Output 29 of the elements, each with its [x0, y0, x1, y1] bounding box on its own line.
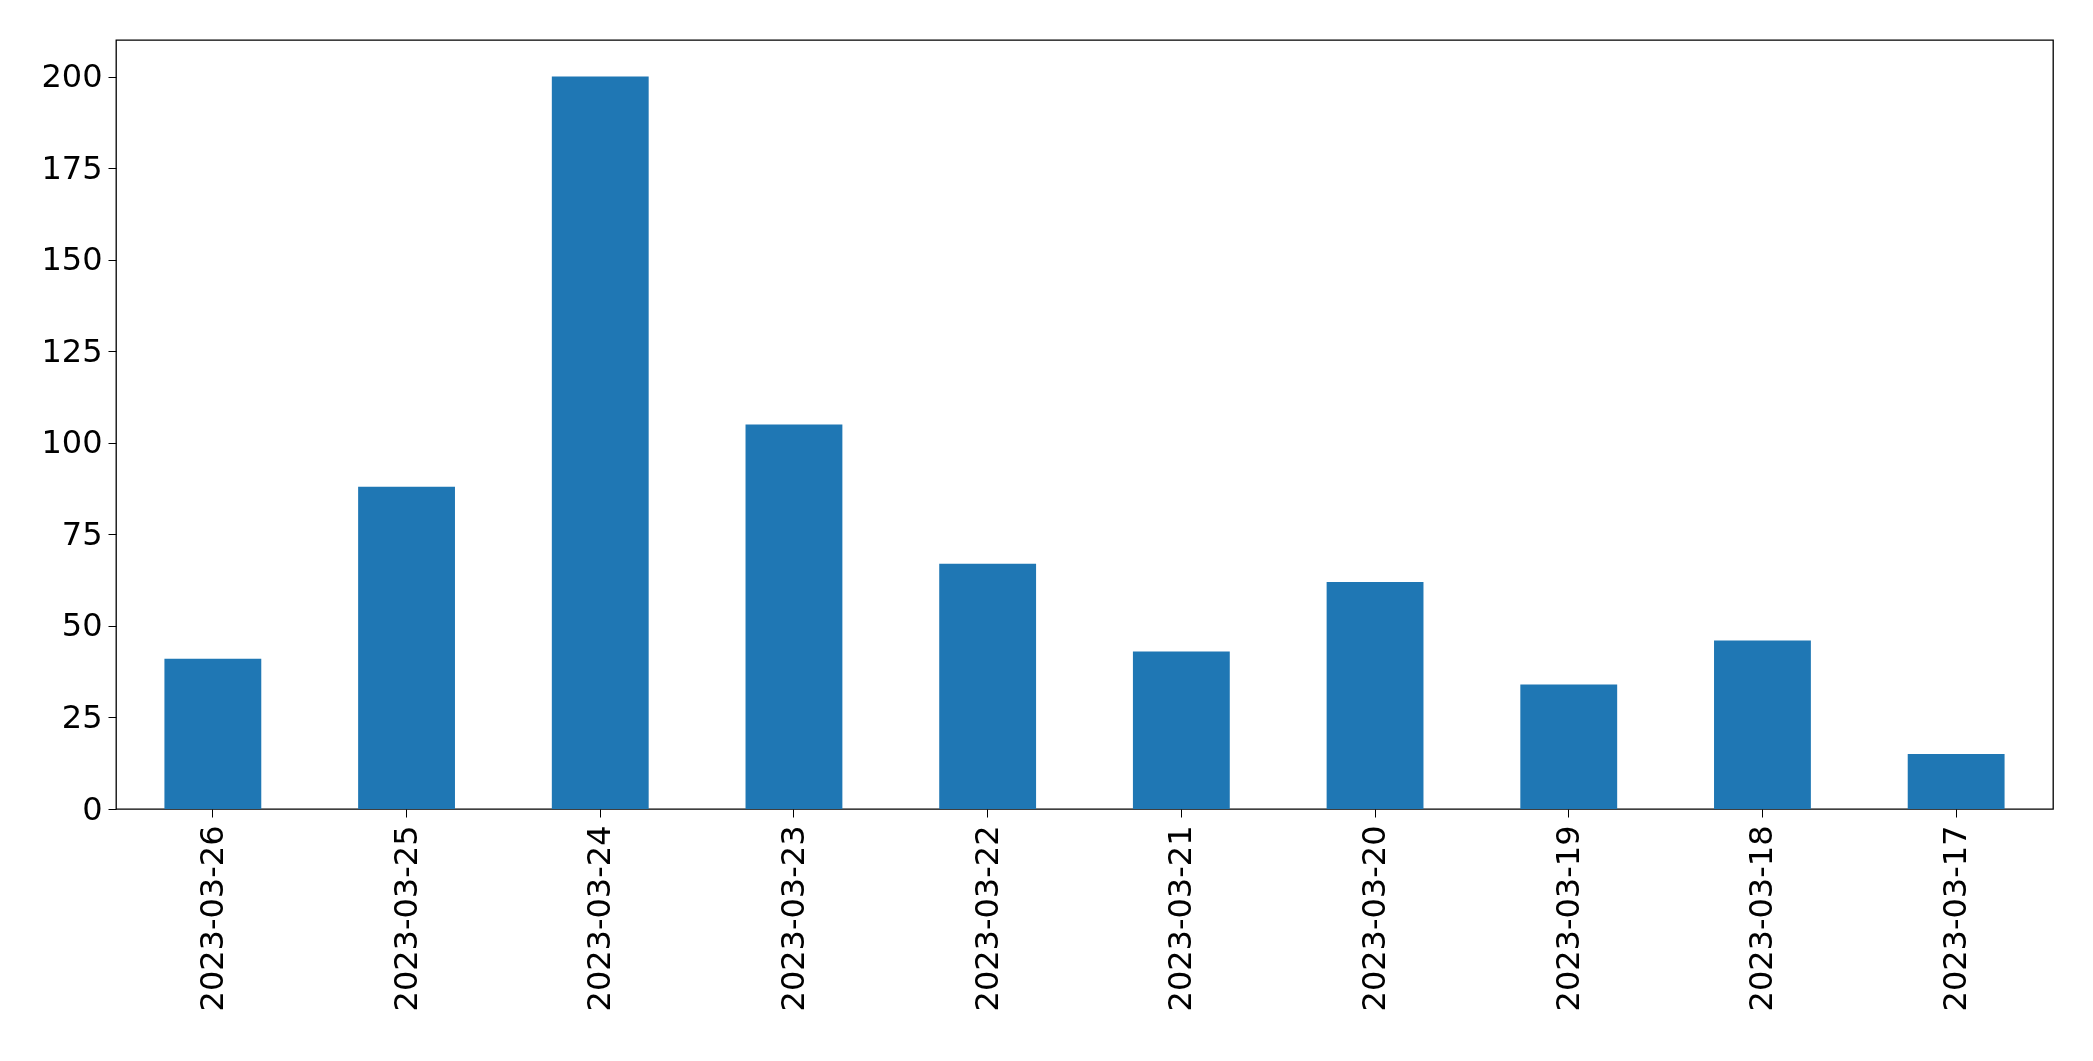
x-tick-label: 2023-03-23: [773, 825, 812, 1012]
bar: [358, 486, 455, 809]
y-tick-label: 0: [82, 789, 103, 828]
x-tick-label: 2023-03-25: [386, 825, 425, 1012]
bar: [939, 563, 1037, 809]
y-tick-label: 100: [41, 423, 103, 462]
x-tick-label: 2023-03-20: [1355, 825, 1394, 1012]
bar: [1907, 754, 2005, 809]
x-tick-label: 2023-03-26: [192, 825, 231, 1012]
y-tick-label: 125: [41, 331, 103, 370]
x-tick-label: 2023-03-18: [1742, 825, 1781, 1012]
bar: [164, 658, 262, 809]
y-tick-label: 200: [41, 57, 103, 96]
x-tick-label: 2023-03-17: [1936, 825, 1975, 1012]
bar: [551, 76, 649, 809]
bar: [1132, 651, 1230, 809]
y-tick-label: 25: [61, 697, 103, 736]
x-tick-label: 2023-03-19: [1548, 825, 1587, 1012]
bar: [745, 424, 843, 809]
y-tick-label: 50: [61, 606, 103, 645]
x-tick-label: 2023-03-22: [967, 825, 1006, 1012]
x-tick-label: 2023-03-24: [580, 825, 619, 1012]
y-tick-label: 75: [61, 514, 103, 553]
y-tick-label: 150: [41, 240, 103, 279]
y-tick-label: 175: [41, 148, 103, 187]
x-tick-label: 2023-03-21: [1161, 825, 1200, 1012]
bar: [1520, 684, 1618, 809]
bar: [1326, 581, 1424, 809]
bar: [1714, 640, 1811, 809]
